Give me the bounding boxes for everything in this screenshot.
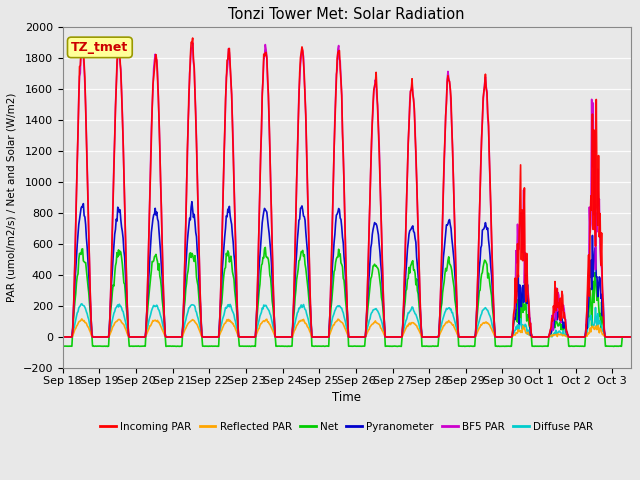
Legend: Incoming PAR, Reflected PAR, Net, Pyranometer, BF5 PAR, Diffuse PAR: Incoming PAR, Reflected PAR, Net, Pyrano… xyxy=(97,417,597,436)
Title: Tonzi Tower Met: Solar Radiation: Tonzi Tower Met: Solar Radiation xyxy=(228,7,465,22)
Y-axis label: PAR (umol/m2/s) / Net and Solar (W/m2): PAR (umol/m2/s) / Net and Solar (W/m2) xyxy=(7,93,17,302)
Text: TZ_tmet: TZ_tmet xyxy=(71,41,129,54)
X-axis label: Time: Time xyxy=(332,391,361,404)
